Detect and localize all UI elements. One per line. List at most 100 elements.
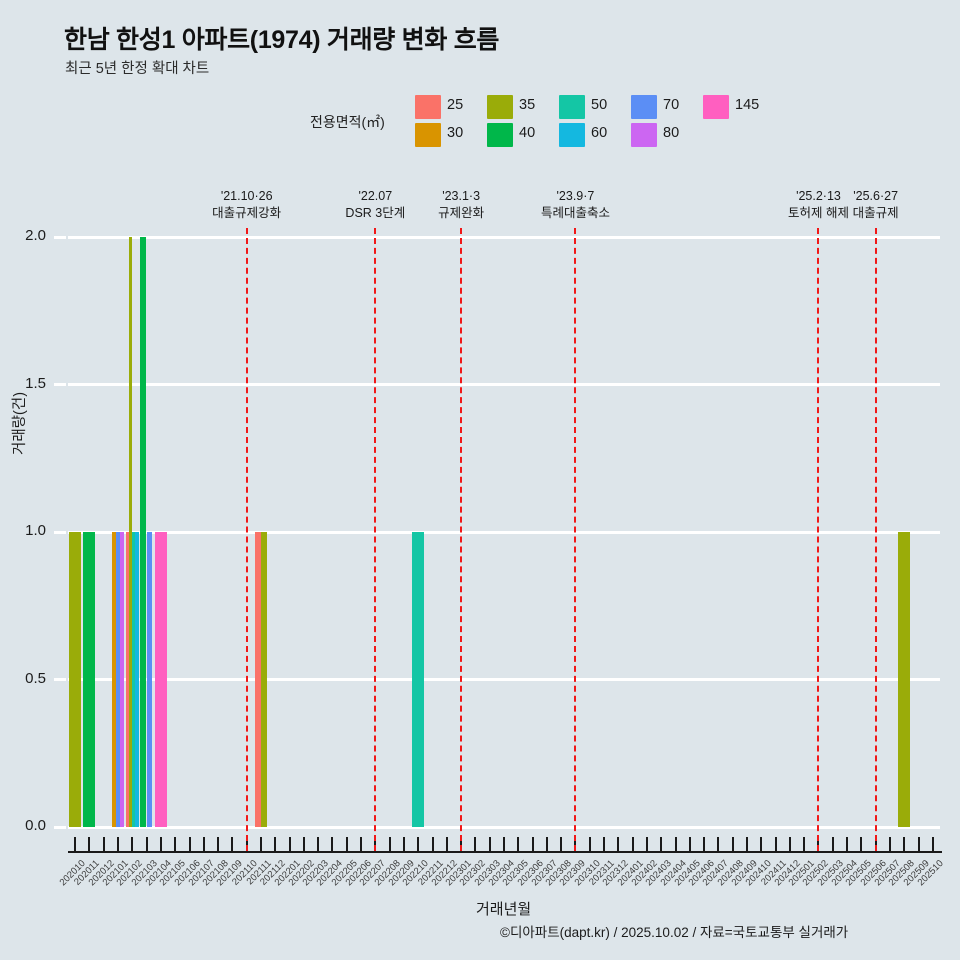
x-tick-mark bbox=[631, 837, 634, 851]
y-tick-mark bbox=[54, 383, 66, 386]
x-tick-mark bbox=[259, 837, 262, 851]
bar-202111-35[interactable] bbox=[260, 532, 267, 827]
x-tick-mark bbox=[803, 837, 806, 851]
x-tick-mark bbox=[703, 837, 706, 851]
x-tick-mark bbox=[645, 837, 648, 851]
event-label-202502: '25.2·13 토허제 해제 bbox=[758, 188, 878, 222]
bar-202102-60[interactable] bbox=[135, 532, 139, 827]
x-tick-mark bbox=[117, 837, 120, 851]
x-tick-mark bbox=[531, 837, 534, 851]
gridline bbox=[68, 825, 940, 829]
x-tick-mark bbox=[846, 837, 849, 851]
x-tick-mark bbox=[674, 837, 677, 851]
x-tick-mark bbox=[517, 837, 520, 851]
x-tick-mark bbox=[288, 837, 291, 851]
x-tick-mark bbox=[503, 837, 505, 851]
x-tick-mark bbox=[274, 837, 277, 851]
event-name: 특례대출축소 bbox=[540, 206, 610, 220]
legend-label-40: 40 bbox=[519, 125, 536, 141]
bar-202104-145[interactable] bbox=[154, 532, 167, 827]
x-tick-mark bbox=[445, 837, 448, 851]
x-tick-mark bbox=[588, 837, 591, 851]
legend-label-60: 60 bbox=[591, 125, 608, 141]
bar-202010-35[interactable] bbox=[68, 532, 82, 827]
legend-swatch-60 bbox=[559, 123, 585, 147]
event-label-202110: '21.10·26 대출규제강화 bbox=[187, 188, 307, 222]
event-line-202502 bbox=[817, 228, 820, 851]
bar-202102-25[interactable] bbox=[126, 532, 130, 827]
event-date: '25.2·13 bbox=[796, 189, 841, 203]
y-axis-title: 거래량(건) bbox=[12, 391, 28, 455]
x-tick-mark bbox=[474, 837, 477, 851]
y-tick-label: 0.5 bbox=[25, 669, 46, 687]
bar-202102-35[interactable] bbox=[129, 237, 133, 827]
legend-label-70: 70 bbox=[663, 97, 680, 113]
bar-202103-70[interactable] bbox=[146, 532, 153, 827]
x-tick-mark bbox=[388, 837, 391, 851]
bar-202101-70[interactable] bbox=[115, 532, 120, 827]
x-tick-mark bbox=[660, 837, 663, 851]
x-tick-mark bbox=[202, 837, 205, 851]
x-tick-mark bbox=[188, 837, 191, 851]
legend-label-80: 80 bbox=[663, 125, 680, 141]
page-title: 한남 한성1 아파트(1974) 거래량 변화 흐름 bbox=[64, 26, 500, 54]
x-tick-mark bbox=[788, 837, 791, 851]
event-name: 대출규제 bbox=[852, 206, 899, 220]
legend-label-50: 50 bbox=[591, 97, 608, 113]
x-tick-mark bbox=[317, 837, 320, 851]
bar-202111-25[interactable] bbox=[254, 532, 261, 827]
y-tick-label: 2.0 bbox=[25, 227, 46, 244]
x-tick-mark bbox=[760, 837, 763, 851]
x-axis-title: 거래년월 bbox=[476, 901, 532, 918]
x-tick-mark bbox=[159, 837, 162, 851]
bar-202101-30[interactable] bbox=[111, 532, 116, 827]
x-tick-mark bbox=[931, 837, 934, 851]
legend: 전용면적(㎡) 25 30 35 40 50 60 70 80 145 bbox=[310, 94, 759, 152]
bar-202508-35[interactable] bbox=[897, 532, 911, 827]
x-tick-mark bbox=[360, 837, 363, 851]
x-tick-mark bbox=[903, 837, 906, 851]
bar-202011-40[interactable] bbox=[83, 532, 96, 827]
legend-swatch-35 bbox=[487, 95, 513, 119]
bar-202102-50[interactable] bbox=[132, 532, 136, 827]
legend-swatch-25 bbox=[415, 95, 441, 119]
x-tick-mark bbox=[102, 837, 105, 851]
event-line-202301 bbox=[460, 228, 463, 851]
legend-title: 전용면적(㎡) bbox=[310, 114, 385, 130]
event-line-202309 bbox=[574, 228, 577, 851]
footer-credit: ©디아파트(dapt.kr) / 2025.10.02 / 자료=국토교통부 실… bbox=[500, 925, 849, 940]
x-tick-mark bbox=[145, 837, 148, 851]
x-tick-mark bbox=[331, 837, 334, 851]
event-label-202309: '23.9·7 특례대출축소 bbox=[515, 188, 635, 222]
bar-202101-80[interactable] bbox=[120, 532, 124, 827]
x-tick-mark bbox=[545, 837, 548, 851]
x-tick-mark bbox=[888, 837, 891, 851]
x-tick-mark bbox=[302, 837, 305, 851]
legend-swatch-30 bbox=[415, 123, 441, 147]
y-tick-label: 0.0 bbox=[25, 817, 46, 834]
x-tick-mark bbox=[774, 837, 777, 851]
event-date: '25.6·27 bbox=[853, 189, 899, 203]
x-tick-mark bbox=[717, 837, 720, 851]
event-name: 토허제 해제 bbox=[787, 206, 849, 220]
bar-202103-40[interactable] bbox=[140, 237, 147, 827]
x-tick-mark bbox=[603, 837, 606, 851]
gridline bbox=[68, 678, 940, 681]
gridline bbox=[68, 235, 940, 239]
x-tick-mark bbox=[231, 837, 234, 851]
x-tick-mark bbox=[688, 837, 691, 851]
x-tick-mark bbox=[402, 837, 405, 851]
event-line-202207 bbox=[374, 228, 377, 851]
plot-area: 0.0 0.5 1.0 1.5 2.0 bbox=[25, 227, 940, 834]
x-tick-mark bbox=[560, 837, 563, 851]
event-name: 규제완화 bbox=[438, 206, 485, 220]
legend-label-35: 35 bbox=[519, 97, 536, 113]
bar-202210-50[interactable] bbox=[411, 532, 425, 827]
event-line-202506 bbox=[874, 228, 877, 851]
x-tick-mark bbox=[131, 837, 134, 851]
event-line-202110 bbox=[245, 228, 248, 851]
x-tick-mark bbox=[345, 837, 348, 851]
legend-swatch-70 bbox=[631, 95, 657, 119]
x-tick-mark bbox=[746, 837, 749, 851]
